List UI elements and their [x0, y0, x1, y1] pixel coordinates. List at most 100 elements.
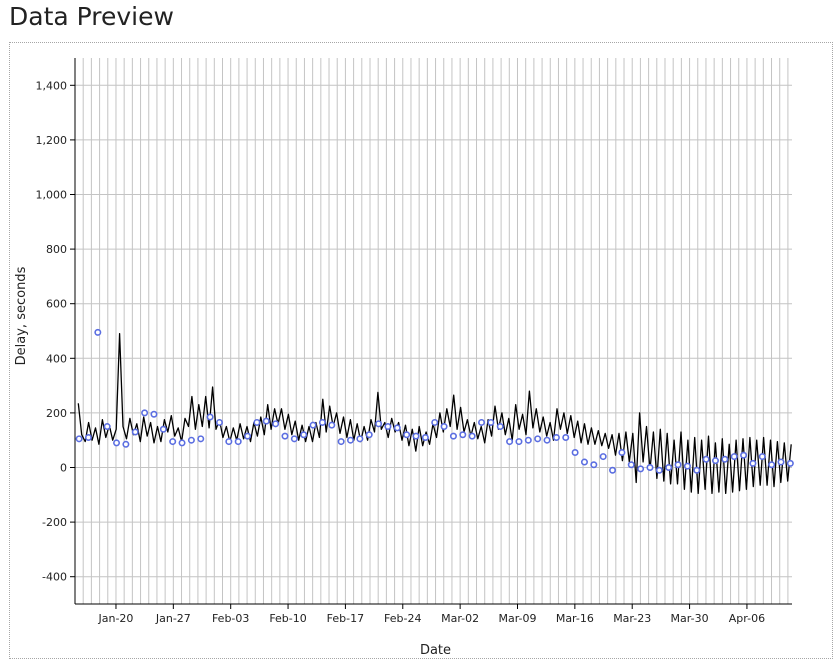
- x-tick-label: Mar-30: [671, 612, 709, 625]
- data-point: [244, 432, 252, 440]
- data-point: [84, 433, 92, 441]
- y-tick-label: -400: [42, 571, 67, 584]
- data-point: [421, 433, 429, 441]
- data-point: [365, 431, 373, 439]
- data-point: [440, 423, 448, 431]
- data-point: [711, 457, 719, 465]
- data-point: [347, 436, 355, 444]
- data-point: [431, 418, 439, 426]
- data-point: [272, 420, 280, 428]
- x-tick-label: Mar-09: [498, 612, 536, 625]
- data-point: [646, 463, 654, 471]
- page-title: Data Preview: [9, 2, 174, 31]
- data-point: [253, 418, 261, 426]
- data-point: [552, 433, 560, 441]
- data-point: [590, 461, 598, 469]
- data-point: [721, 455, 729, 463]
- data-point: [571, 448, 579, 456]
- data-point: [375, 420, 383, 428]
- x-tick-label: Feb-17: [327, 612, 364, 625]
- data-point: [665, 463, 673, 471]
- data-point: [141, 409, 149, 417]
- data-point: [749, 459, 757, 467]
- data-point: [75, 435, 83, 443]
- data-point: [496, 423, 504, 431]
- data-point: [215, 418, 223, 426]
- data-point: [449, 432, 457, 440]
- x-tick-label: Jan-27: [155, 612, 191, 625]
- data-point: [515, 438, 523, 446]
- x-tick-label: Feb-24: [384, 612, 421, 625]
- x-axis-title: Date: [420, 643, 451, 658]
- y-tick-label: 0: [60, 462, 67, 475]
- x-tick-label: Feb-03: [212, 612, 249, 625]
- data-point: [94, 328, 102, 336]
- y-axis-title: Delay, seconds: [14, 266, 29, 365]
- data-point: [768, 461, 776, 469]
- data-point: [197, 435, 205, 443]
- data-point: [150, 410, 158, 418]
- data-point: [328, 421, 336, 429]
- data-point: [627, 461, 635, 469]
- grid: [74, 58, 792, 604]
- data-point: [281, 432, 289, 440]
- series-line-hourly-delay: [77, 333, 792, 495]
- data-point: [702, 455, 710, 463]
- y-tick-label: 800: [46, 243, 67, 256]
- data-point: [187, 436, 195, 444]
- data-point: [309, 421, 317, 429]
- data-point: [178, 439, 186, 447]
- y-axis: -400 -200 0 200 400 600 800 1,000 1,200 1,400: [36, 58, 76, 604]
- data-point: [562, 433, 570, 441]
- data-point: [599, 453, 607, 461]
- data-point: [234, 438, 242, 446]
- data-point: [300, 431, 308, 439]
- data-point: [730, 453, 738, 461]
- data-point: [478, 418, 486, 426]
- data-point: [487, 418, 495, 426]
- x-tick-label: Jan-20: [98, 612, 134, 625]
- x-tick-label: Apr-06: [729, 612, 765, 625]
- data-point: [393, 424, 401, 432]
- y-tick-label: 1,400: [36, 79, 68, 92]
- data-point: [740, 451, 748, 459]
- data-point: [403, 431, 411, 439]
- data-point: [693, 466, 701, 474]
- data-point: [758, 453, 766, 461]
- data-point: [618, 448, 626, 456]
- data-point: [506, 438, 514, 446]
- data-point: [206, 413, 214, 421]
- data-point: [655, 466, 663, 474]
- data-point: [468, 432, 476, 440]
- data-point: [543, 436, 551, 444]
- x-tick-label: Mar-23: [613, 612, 651, 625]
- data-point: [356, 435, 364, 443]
- data-point: [534, 435, 542, 443]
- data-point: [637, 465, 645, 473]
- data-point: [318, 418, 326, 426]
- x-tick-label: Mar-16: [556, 612, 594, 625]
- data-point: [290, 435, 298, 443]
- data-point: [131, 428, 139, 436]
- data-point: [459, 431, 467, 439]
- data-point: [159, 425, 167, 433]
- data-point: [103, 423, 111, 431]
- data-point: [609, 466, 617, 474]
- data-point: [384, 423, 392, 431]
- x-tick-label: Mar-02: [441, 612, 479, 625]
- data-point: [122, 440, 130, 448]
- data-point: [777, 458, 785, 466]
- data-point: [113, 439, 121, 447]
- y-tick-label: 400: [46, 352, 67, 365]
- data-point: [169, 438, 177, 446]
- y-tick-label: 200: [46, 407, 67, 420]
- data-point: [262, 417, 270, 425]
- data-point: [580, 458, 588, 466]
- data-point: [412, 432, 420, 440]
- x-tick-label: Feb-10: [269, 612, 306, 625]
- data-point: [674, 461, 682, 469]
- series-layer: [75, 328, 794, 495]
- line-chart: -400 -200 0 200 400 600 800 1,000 1,200 1,400 Jan…: [14, 58, 794, 658]
- x-axis: Jan-20 Jan-27 Feb-03 Feb-10 Feb-17 Feb-24 Mar-…: [75, 603, 792, 625]
- y-tick-label: -200: [42, 516, 67, 529]
